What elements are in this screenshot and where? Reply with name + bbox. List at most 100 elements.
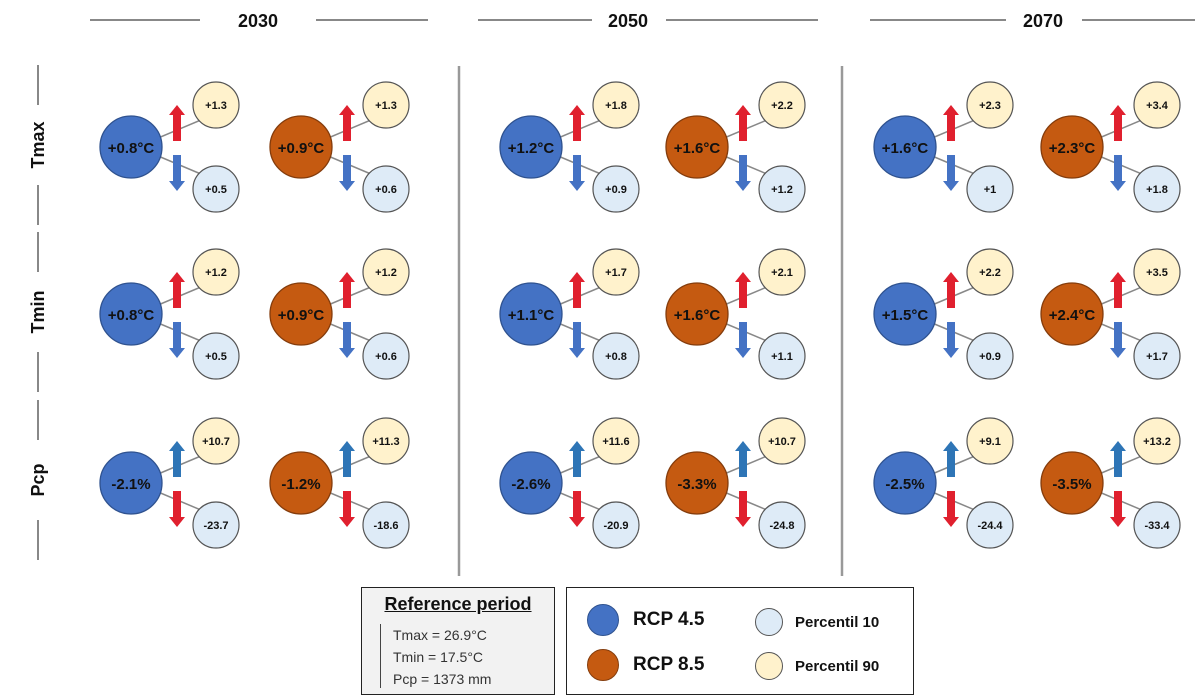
percentile-90-circle bbox=[362, 81, 410, 129]
row-label-pcp: Pcp bbox=[28, 463, 48, 496]
arrow-down-icon bbox=[1114, 491, 1122, 518]
percentile-10-circle bbox=[1133, 501, 1181, 549]
scenario-value-rcp85: +0.9°C bbox=[278, 307, 325, 324]
arrow-up-icon bbox=[1114, 114, 1122, 141]
percentile-10-circle bbox=[592, 165, 640, 213]
arrow-down-icon-head bbox=[569, 517, 585, 527]
arrow-up-icon bbox=[173, 281, 181, 308]
arrow-up-icon bbox=[573, 114, 581, 141]
arrow-down-icon-head bbox=[943, 348, 959, 358]
percentile-90-circle bbox=[592, 248, 640, 296]
scenario-circle-rcp85 bbox=[269, 451, 333, 515]
reference-period-title: Reference period bbox=[384, 594, 532, 614]
percentile-90-value: +1.2 bbox=[375, 267, 397, 279]
percentile-10-value: +1.1 bbox=[771, 351, 793, 363]
arrow-up-icon-head bbox=[569, 105, 585, 115]
arrow-up-icon-head bbox=[339, 272, 355, 282]
scenario-circle-rcp85 bbox=[1040, 282, 1104, 346]
percentile-90-circle bbox=[758, 417, 806, 465]
percentile-90-value: +2.1 bbox=[771, 267, 793, 279]
reference-tmax: Tmax = 26.9°C bbox=[393, 627, 487, 643]
arrow-up-icon-head bbox=[569, 441, 585, 451]
percentile-10-circle bbox=[758, 332, 806, 380]
legend-swatch-p10 bbox=[755, 608, 783, 636]
scenario-value-rcp85: -3.3% bbox=[677, 476, 716, 493]
percentile-90-value: +3.5 bbox=[1146, 267, 1168, 279]
legend-item-p10: Percentil 10 bbox=[755, 608, 879, 636]
arrow-down-icon-head bbox=[169, 181, 185, 191]
percentile-10-circle bbox=[592, 332, 640, 380]
arrow-up-icon bbox=[947, 281, 955, 308]
arrow-up-icon-head bbox=[1110, 272, 1126, 282]
arrow-down-icon-head bbox=[169, 517, 185, 527]
arrow-down-icon bbox=[1114, 155, 1122, 182]
percentile-90-circle bbox=[966, 248, 1014, 296]
scenario-circle-rcp85 bbox=[665, 115, 729, 179]
legend-item-rcp85: RCP 8.5 bbox=[587, 649, 704, 681]
reference-period-box: Reference period Tmax = 26.9°C Tmin = 17… bbox=[361, 587, 555, 695]
reference-period-values: Tmax = 26.9°C Tmin = 17.5°C Pcp = 1373 m… bbox=[380, 624, 491, 688]
arrow-down-icon-head bbox=[1110, 181, 1126, 191]
scenario-circle-rcp45 bbox=[99, 282, 163, 346]
scenario-value-rcp85: +2.3°C bbox=[1049, 140, 1096, 157]
scenario-circle-rcp45 bbox=[99, 115, 163, 179]
percentile-10-value: +0.8 bbox=[605, 351, 627, 363]
scenario-value-rcp85: -1.2% bbox=[281, 476, 320, 493]
scenario-value-rcp45: -2.1% bbox=[111, 476, 150, 493]
percentile-90-circle bbox=[192, 81, 240, 129]
scenario-value-rcp45: +0.8°C bbox=[108, 140, 155, 157]
percentile-10-value: +0.6 bbox=[375, 184, 397, 196]
percentile-90-circle bbox=[758, 81, 806, 129]
percentile-10-value: -18.6 bbox=[373, 520, 398, 532]
arrow-down-icon bbox=[739, 155, 747, 182]
percentile-10-circle bbox=[758, 165, 806, 213]
arrow-down-icon bbox=[573, 491, 581, 518]
arrow-up-icon-head bbox=[943, 272, 959, 282]
percentile-90-circle bbox=[192, 248, 240, 296]
percentile-90-circle bbox=[192, 417, 240, 465]
arrow-down-icon-head bbox=[169, 348, 185, 358]
scenario-value-rcp45: -2.5% bbox=[885, 476, 924, 493]
percentile-10-circle bbox=[362, 501, 410, 549]
percentile-10-value: +0.5 bbox=[205, 351, 227, 363]
percentile-10-circle bbox=[966, 165, 1014, 213]
arrow-up-icon-head bbox=[735, 441, 751, 451]
percentile-90-value: +1.3 bbox=[375, 100, 397, 112]
arrow-up-icon bbox=[173, 450, 181, 477]
arrow-down-icon-head bbox=[943, 181, 959, 191]
arrow-up-icon-head bbox=[1110, 105, 1126, 115]
arrow-up-icon-head bbox=[169, 441, 185, 451]
scenario-value-rcp45: -2.6% bbox=[511, 476, 550, 493]
percentile-10-circle bbox=[192, 332, 240, 380]
arrow-down-icon bbox=[343, 155, 351, 182]
arrow-down-icon bbox=[173, 322, 181, 349]
percentile-90-value: +3.4 bbox=[1146, 100, 1169, 112]
arrow-down-icon-head bbox=[735, 348, 751, 358]
scenario-value-rcp85: +1.6°C bbox=[674, 307, 721, 324]
scenario-circle-rcp45 bbox=[873, 282, 937, 346]
reference-tmin: Tmin = 17.5°C bbox=[393, 649, 484, 665]
percentile-90-circle bbox=[362, 248, 410, 296]
arrow-up-icon-head bbox=[1110, 441, 1126, 451]
percentile-90-value: +1.8 bbox=[605, 100, 627, 112]
reference-pcp: Pcp = 1373 mm bbox=[393, 671, 492, 687]
percentile-10-value: -23.7 bbox=[203, 520, 228, 532]
percentile-10-circle bbox=[1133, 332, 1181, 380]
percentile-90-value: +11.6 bbox=[602, 436, 629, 448]
scenario-circle-rcp45 bbox=[499, 115, 563, 179]
scenario-circle-rcp45 bbox=[873, 115, 937, 179]
percentile-10-value: +0.6 bbox=[375, 351, 397, 363]
arrow-down-icon bbox=[739, 491, 747, 518]
arrow-up-icon-head bbox=[169, 105, 185, 115]
scenario-circle-rcp45 bbox=[499, 451, 563, 515]
scenario-value-rcp45: +0.8°C bbox=[108, 307, 155, 324]
percentile-10-circle bbox=[966, 332, 1014, 380]
period-header-2070: 2070 bbox=[1023, 11, 1063, 31]
percentile-90-value: +2.2 bbox=[771, 100, 793, 112]
scenario-circle-rcp85 bbox=[665, 451, 729, 515]
arrow-down-icon-head bbox=[569, 348, 585, 358]
percentile-10-value: +0.9 bbox=[605, 184, 627, 196]
arrow-down-icon bbox=[173, 491, 181, 518]
percentile-90-value: +1.3 bbox=[205, 100, 227, 112]
